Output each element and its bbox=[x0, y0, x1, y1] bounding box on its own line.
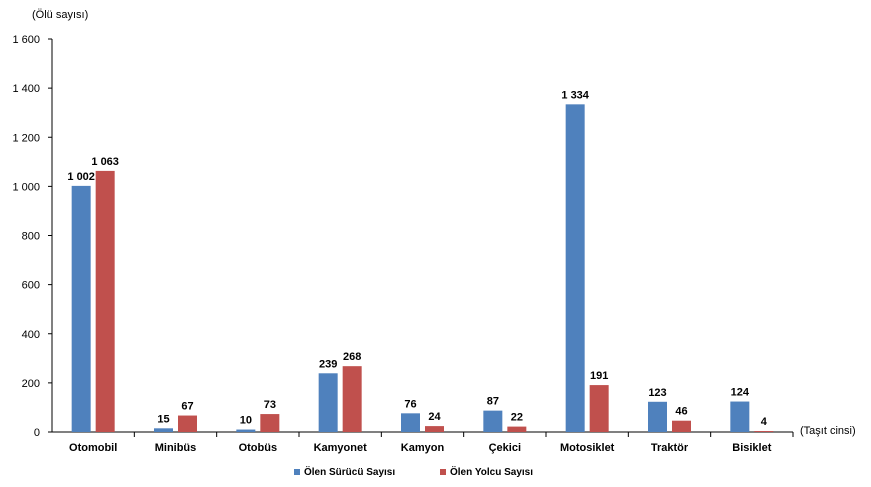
bar-yolcu bbox=[425, 426, 444, 432]
y-tick-label: 1 200 bbox=[12, 132, 40, 144]
data-label: 1 334 bbox=[561, 89, 589, 101]
data-label: 10 bbox=[240, 415, 252, 427]
bar-surucu bbox=[71, 185, 91, 432]
legend-label-yolcu: Ölen Yolcu Sayısı bbox=[450, 465, 533, 478]
data-label: 268 bbox=[343, 351, 361, 363]
data-label: 15 bbox=[157, 413, 169, 425]
x-tick-label: Kamyon bbox=[401, 442, 445, 454]
data-label: 67 bbox=[181, 401, 193, 413]
x-axis-label: (Taşıt cinsi) bbox=[800, 425, 856, 437]
data-label: 24 bbox=[428, 411, 441, 423]
data-label: 124 bbox=[731, 387, 750, 399]
data-label: 73 bbox=[264, 399, 276, 411]
y-tick-label: 400 bbox=[22, 329, 40, 341]
bar-yolcu bbox=[754, 431, 774, 432]
bar-surucu bbox=[483, 410, 503, 432]
x-tick-label: Motosiklet bbox=[560, 442, 615, 454]
data-label: 46 bbox=[675, 406, 687, 418]
y-axis-label: (Ölü sayısı) bbox=[32, 9, 88, 21]
y-tick-label: 200 bbox=[22, 378, 40, 390]
legend-swatch-yolcu bbox=[440, 469, 446, 475]
bar-surucu bbox=[401, 413, 420, 432]
data-label: 76 bbox=[404, 398, 416, 410]
y-tick-label: 800 bbox=[22, 231, 40, 243]
data-label: 22 bbox=[511, 412, 523, 424]
data-label: 239 bbox=[319, 358, 337, 370]
data-label: 191 bbox=[590, 370, 608, 382]
data-label: 1 002 bbox=[67, 171, 95, 183]
bar-yolcu bbox=[672, 420, 691, 432]
data-label: 123 bbox=[648, 387, 666, 399]
x-tick-label: Minibüs bbox=[155, 442, 197, 454]
y-tick-label: 1 600 bbox=[12, 34, 40, 46]
x-tick-labels: Otomobil Minibüs Otobüs Kamyonet Kamyon Çekic… bbox=[69, 432, 794, 454]
legend-swatch-surucu bbox=[294, 469, 300, 475]
bar-surucu bbox=[318, 373, 338, 432]
bars-group: 1 002 1 063 15 67 10 73 239 268 76 24 87 22 1 334 191… bbox=[67, 89, 774, 433]
x-tick-label: Otomobil bbox=[69, 442, 117, 454]
y-tick-label: 0 bbox=[34, 427, 40, 439]
legend-label-surucu: Ölen Sürücü Sayısı bbox=[304, 465, 395, 478]
data-label: 87 bbox=[487, 396, 499, 408]
x-tick-label: Traktör bbox=[651, 442, 689, 454]
y-tick-label: 600 bbox=[22, 280, 40, 292]
data-label: 1 063 bbox=[91, 156, 119, 168]
y-ticks: 0 200 400 600 800 1 000 1 200 1 400 1 600 bbox=[12, 34, 52, 439]
x-tick-label: Çekici bbox=[489, 442, 521, 454]
bar-surucu bbox=[154, 428, 173, 432]
y-tick-label: 1 400 bbox=[12, 83, 40, 95]
bar-yolcu bbox=[589, 385, 609, 432]
bar-surucu bbox=[648, 401, 667, 432]
legend: Ölen Sürücü Sayısı Ölen Yolcu Sayısı bbox=[294, 465, 533, 478]
bar-surucu bbox=[236, 429, 256, 432]
bar-yolcu bbox=[507, 426, 527, 432]
bar-yolcu bbox=[95, 170, 115, 432]
x-tick-label: Otobüs bbox=[239, 442, 278, 454]
x-tick-label: Bisiklet bbox=[732, 442, 771, 454]
bar-surucu bbox=[565, 104, 585, 433]
x-tick-label: Kamyonet bbox=[314, 442, 368, 454]
bar-surucu bbox=[730, 401, 750, 432]
y-tick-label: 1 000 bbox=[12, 181, 40, 193]
bar-yolcu bbox=[342, 366, 362, 432]
bar-yolcu bbox=[260, 414, 280, 432]
bar-yolcu bbox=[178, 415, 197, 432]
data-label: 4 bbox=[761, 416, 768, 428]
